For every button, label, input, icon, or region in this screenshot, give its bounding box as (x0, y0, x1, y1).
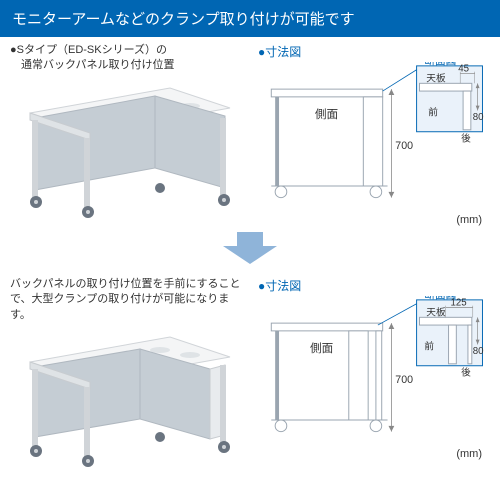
dim-title-2: ●寸法図 (258, 277, 490, 294)
side-label-2: 側面 (310, 342, 333, 355)
top-label-2: 天板 (426, 305, 446, 318)
dim-80: 80 (473, 112, 484, 123)
dim-700-2: 700 (395, 374, 413, 386)
side-label: 側面 (315, 108, 338, 121)
section-1: ●Sタイプ（ED-SKシリーズ）の 通常バックパネル取り付け位置 (0, 37, 500, 228)
page-title: モニターアームなどのクランプ取り付けが可能です (0, 0, 500, 37)
front-label-2: 前 (424, 339, 434, 352)
section1-desc: ●Sタイプ（ED-SKシリーズ）の 通常バックパネル取り付け位置 (10, 43, 250, 74)
back-label: 後 (461, 131, 471, 144)
dimensions-diagram-1: 側面 700 断面図 天板 45 80 前 後 (258, 62, 488, 217)
front-label: 前 (428, 105, 438, 118)
desk-illustration-2 (10, 327, 240, 467)
section-2: バックパネルの取り付け位置を手前にすることで、大型クランプの取り付けが可能になり… (0, 271, 500, 472)
top-label: 天板 (426, 71, 446, 84)
down-arrow-icon (215, 230, 285, 266)
dimensions-diagram-2: 側面 700 断面図 天板 125 80 前 後 (258, 296, 488, 451)
cutaway-label: 断面図 (424, 62, 456, 67)
transition-arrow (0, 228, 500, 271)
desc-line1: ●Sタイプ（ED-SKシリーズ）の (10, 44, 167, 56)
back-label-2: 後 (461, 365, 471, 378)
desk-illustration-1 (10, 78, 240, 218)
dim-125: 125 (451, 298, 467, 309)
dim-80-2: 80 (473, 346, 484, 357)
desc-line2: 通常バックパネル取り付け位置 (10, 59, 174, 71)
dim-700: 700 (395, 140, 413, 152)
section2-desc: バックパネルの取り付け位置を手前にすることで、大型クランプの取り付けが可能になり… (10, 277, 250, 323)
dim-45: 45 (458, 64, 469, 75)
dim-title-1: ●寸法図 (258, 43, 490, 60)
